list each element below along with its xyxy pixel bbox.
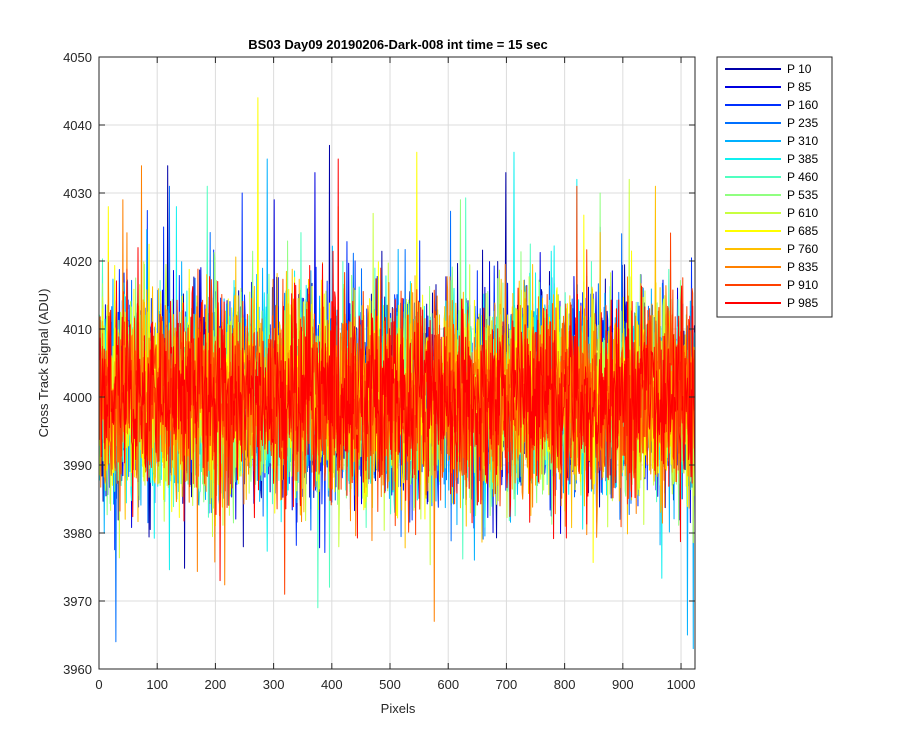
y-tick-label: 3990 (63, 458, 92, 473)
x-tick-label: 700 (496, 677, 518, 692)
y-tick-label: 4010 (63, 322, 92, 337)
x-tick-label: 600 (437, 677, 459, 692)
x-tick-label: 100 (146, 677, 168, 692)
legend-label: P 760 (787, 242, 818, 256)
y-tick-label: 3960 (63, 662, 92, 677)
x-tick-label: 900 (612, 677, 634, 692)
x-tick-label: 500 (379, 677, 401, 692)
series-line-p-985 (99, 158, 695, 582)
legend-label: P 460 (787, 170, 818, 184)
x-tick-label: 800 (554, 677, 576, 692)
x-axis: 0 100 200 300 400 500 600 700 800 900 1000 (95, 57, 695, 692)
y-axis-label: Cross Track Signal (ADU) (36, 289, 51, 438)
x-axis-label: Pixels (381, 701, 416, 716)
y-tick-label: 4000 (63, 390, 92, 405)
legend-label: P 610 (787, 206, 818, 220)
y-tick-label: 4040 (63, 118, 92, 133)
series-line-p-910 (99, 185, 695, 595)
legend-label: P 235 (787, 116, 818, 130)
legend-label: P 685 (787, 224, 818, 238)
y-tick-label: 4030 (63, 186, 92, 201)
legend-label: P 910 (787, 278, 818, 292)
legend: P 10 P 85 P 160 P 235 P 310 P 385 P 460 P 535 P … (716, 56, 833, 318)
legend-label: P 835 (787, 260, 818, 274)
chart-title: BS03 Day09 20190206-Dark-008 int time = … (248, 37, 548, 52)
y-axis: 3960 3970 3980 3990 4000 4010 4020 4030 4040 4050 (63, 50, 695, 677)
legend-label: P 310 (787, 134, 818, 148)
x-tick-label: 0 (95, 677, 102, 692)
axes: 0 100 200 300 400 500 600 700 800 900 1000 3960 397… (63, 50, 696, 692)
y-tick-label: 3970 (63, 594, 92, 609)
legend-label: P 985 (787, 296, 818, 310)
legend-label: P 10 (787, 62, 812, 76)
plot-frame (98, 56, 696, 670)
legend-label: P 85 (787, 80, 812, 94)
x-tick-label: 1000 (667, 677, 696, 692)
y-tick-label: 3980 (63, 526, 92, 541)
series-layer (99, 97, 695, 650)
legend-box (716, 56, 833, 318)
x-tick-label: 400 (321, 677, 343, 692)
x-tick-label: 300 (263, 677, 285, 692)
legend-label: P 160 (787, 98, 818, 112)
y-tick-label: 4050 (63, 50, 92, 65)
y-tick-label: 4020 (63, 254, 92, 269)
legend-label: P 385 (787, 152, 818, 166)
x-tick-label: 200 (205, 677, 227, 692)
legend-label: P 535 (787, 188, 818, 202)
